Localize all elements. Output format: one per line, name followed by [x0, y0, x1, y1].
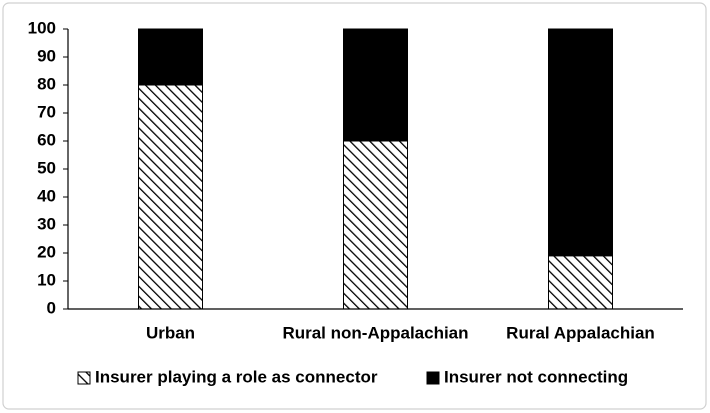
- y-tick-label: 40: [37, 186, 56, 205]
- bar-segment: [138, 28, 203, 86]
- y-tick-label: 10: [37, 270, 56, 289]
- bar-segment: [343, 140, 408, 310]
- x-tick-label: Rural non-Appalachian: [282, 323, 468, 342]
- y-tick-label: 80: [37, 74, 56, 93]
- y-tick-label: 100: [28, 18, 56, 37]
- bar-segment: [138, 84, 203, 310]
- y-tick-label: 0: [47, 298, 56, 317]
- legend-swatch: [426, 371, 440, 385]
- legend-label: Insurer playing a role as connector: [95, 367, 378, 386]
- y-tick-label: 20: [37, 242, 56, 261]
- legend-swatch: [77, 371, 91, 385]
- x-tick-label: Rural Appalachian: [506, 323, 655, 342]
- y-tick-label: 50: [37, 158, 56, 177]
- legend-label: Insurer not connecting: [444, 367, 628, 386]
- y-tick-label: 60: [37, 130, 56, 149]
- bar-segment: [343, 28, 408, 142]
- y-tick-label: 70: [37, 102, 56, 121]
- y-tick-label: 30: [37, 214, 56, 233]
- bar-segment: [548, 28, 613, 257]
- bar-segment: [548, 255, 613, 310]
- y-tick-label: 90: [37, 46, 56, 65]
- x-tick-label: Urban: [146, 323, 195, 342]
